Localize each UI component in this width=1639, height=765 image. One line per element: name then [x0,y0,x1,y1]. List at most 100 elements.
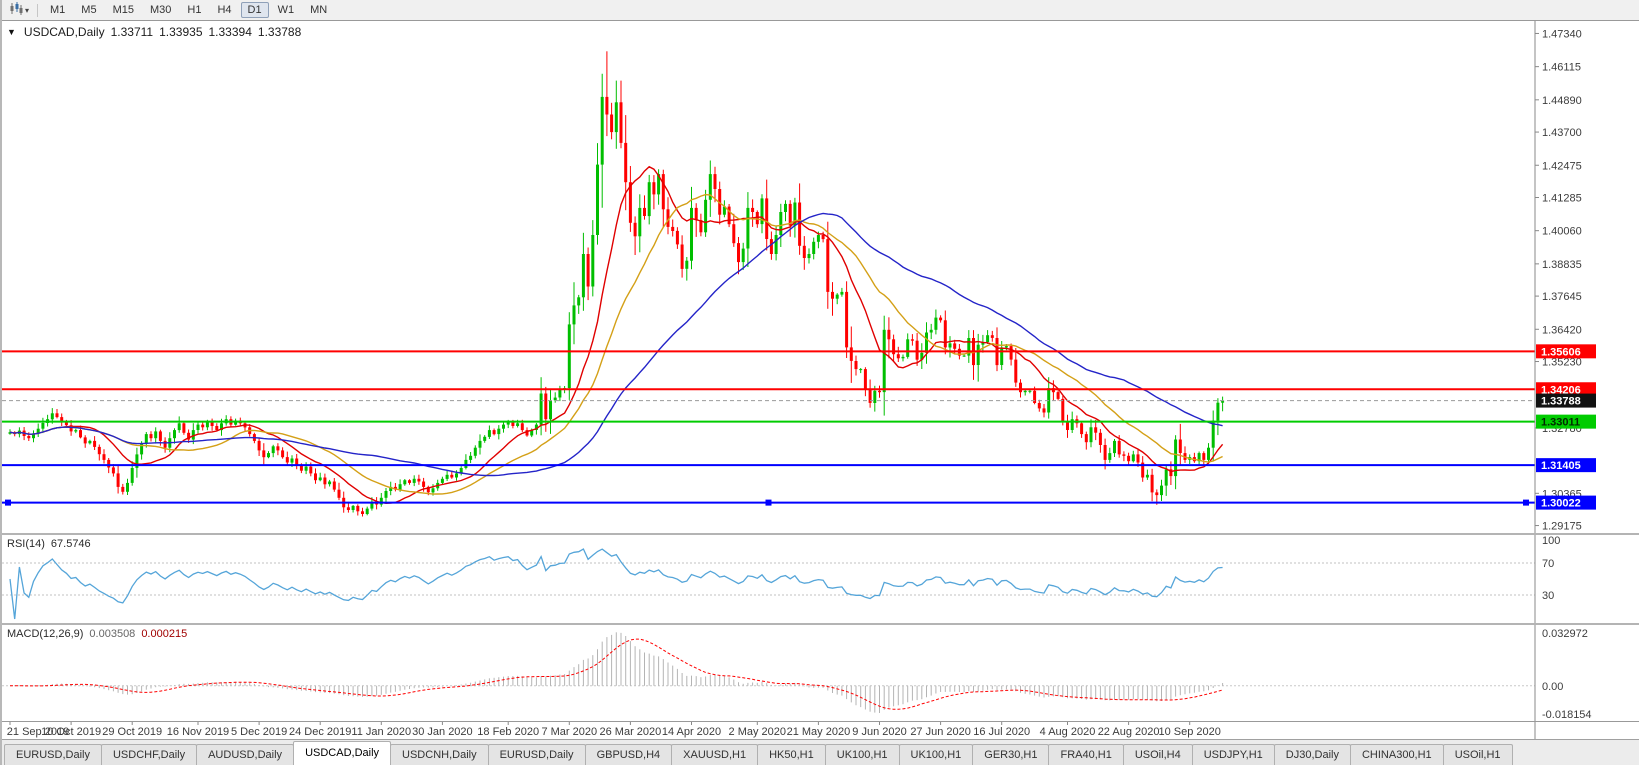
timeframe-button-mn[interactable]: MN [310,4,328,16]
svg-text:1.35606: 1.35606 [1541,346,1581,358]
price-badge-1.35606: 1.35606 [1536,344,1596,359]
date-label: 21 Sep 2019 [7,726,69,738]
chart-toolbar: ▾ M1 M5 M15 M30 H1 H4 D1 W1 MN [2,0,1639,20]
date-label: 22 Aug 2020 [1098,726,1160,738]
price-badge-1.31405: 1.31405 [1536,458,1596,473]
chart-tab-china300-h1[interactable]: CHINA300,H1 [1349,744,1444,765]
timeframe-button-h4[interactable]: H4 [217,4,232,16]
ohlc-close: 1.33788 [257,25,302,39]
timeframe-button-m30[interactable]: M30 [149,4,172,16]
candles[interactable] [8,51,1225,517]
timeframe-button-m15[interactable]: M15 [112,4,134,16]
chart-tab-fra40-h1[interactable]: FRA40,H1 [1048,744,1124,765]
macd-canvas[interactable]: 0.032972 0.00 -0.018154 [2,625,1639,721]
chart-tab-hk50-h1[interactable]: HK50,H1 [757,744,826,765]
chart-tab-dj30-daily[interactable]: DJ30,Daily [1273,744,1351,765]
symbol-period-label: USDCAD,Daily [23,25,105,39]
date-label: 26 Mar 2020 [600,726,662,738]
date-label: 18 Feb 2020 [477,726,539,738]
timeframe-button-d1[interactable]: D1 [240,2,269,18]
timeframe-button-h1[interactable]: H1 [187,4,202,16]
chart-tab-ger30-h1[interactable]: GER30,H1 [972,744,1050,765]
pane-splitter[interactable] [2,533,1639,535]
date-label: 27 Jun 2020 [910,726,971,738]
date-label: 7 Mar 2020 [541,726,597,738]
date-label: 10 Sep 2020 [1159,726,1221,738]
pane-splitter[interactable] [2,623,1639,625]
time-axis[interactable]: 21 Sep 2019 10 Oct 2019 29 Oct 2019 16 Nov … [2,721,1639,739]
svg-text:1.46115: 1.46115 [1542,62,1581,74]
chart-tab-bar: EURUSD,Daily USDCHF,Daily AUDUSD,Daily USDC… [2,739,1639,765]
rsi-tick: 100 [1542,535,1560,547]
rsi-indicator-pane[interactable]: 100 70 30 RSI(14) 67.5746 [2,535,1639,623]
chart-tab-uk100-h1[interactable]: UK100,H1 [898,744,974,765]
ohlc-low: 1.33394 [208,25,252,39]
chart-tab-gbpusd-h4[interactable]: GBPUSD,H4 [584,744,673,765]
date-label: 10 Oct 2019 [41,726,101,738]
chart-tab-usoil-h4[interactable]: USOil,H4 [1122,744,1193,765]
rsi-canvas[interactable]: 100 70 30 [2,535,1639,623]
macd-tick-bottom: -0.018154 [1542,709,1592,721]
chevron-down-icon: ▾ [25,5,30,15]
line-drag-handle[interactable] [765,499,772,506]
timeframe-button-w1[interactable]: W1 [277,4,295,16]
ma-mid-yellow [9,193,1223,495]
chart-tab-xauusd-h1[interactable]: XAUUSD,H1 [671,744,759,765]
one-click-trading-toggle-icon[interactable]: ▼ [7,27,16,37]
date-label: 9 Jun 2020 [852,726,906,738]
date-label: 21 May 2020 [787,726,851,738]
svg-text:1.44890: 1.44890 [1542,95,1582,107]
macd-label: MACD(12,26,9) 0.003508 0.000215 [7,628,187,640]
svg-text:1.40060: 1.40060 [1542,226,1582,238]
chart-tab-audusd-daily[interactable]: AUDUSD,Daily [196,744,295,765]
ohlc-open: 1.33711 [110,25,154,39]
chart-tab-usdcad-daily[interactable]: USDCAD,Daily [293,741,392,765]
macd-indicator-pane[interactable]: 0.032972 0.00 -0.018154 MACD(12,26,9) 0.00… [2,625,1639,721]
price-badge-1.30022: 1.30022 [1536,495,1596,510]
chart-tab-eurusd-daily[interactable]: EURUSD,Daily [4,744,102,765]
ohlc-high: 1.33935 [159,25,203,39]
rsi-value: 67.5746 [50,538,91,550]
chart-area: 1.47340 1.46115 1.44890 1.43700 1.42475 1.412… [2,20,1639,739]
price-badge-1.34206: 1.34206 [1536,382,1596,397]
svg-text:1.43700: 1.43700 [1542,127,1582,139]
macd-main-value: 0.003508 [89,628,136,640]
date-label: 5 Dec 2019 [231,726,287,738]
macd-tick-zero: 0.00 [1542,681,1563,693]
chart-tab-usoil-h1[interactable]: USOil,H1 [1442,744,1513,765]
chart-tab-uk100-h1[interactable]: UK100,H1 [824,744,900,765]
svg-text:1.34206: 1.34206 [1541,384,1581,396]
macd-histogram [9,632,1224,713]
chart-tab-usdcnh-daily[interactable]: USDCNH,Daily [390,744,489,765]
price-badge-1.33011: 1.33011 [1536,414,1596,429]
chart-tab-eurusd-daily[interactable]: EURUSD,Daily [487,744,586,765]
toolbar-separator [37,3,39,17]
chart-tab-usdjpy-h1[interactable]: USDJPY,H1 [1191,744,1275,765]
svg-text:1.29175: 1.29175 [1542,521,1582,533]
svg-text:1.47340: 1.47340 [1542,28,1582,40]
timeframe-button-m5[interactable]: M5 [81,4,97,16]
chart-type-button[interactable]: ▾ [5,1,33,19]
svg-text:1.41285: 1.41285 [1542,192,1582,204]
date-label: 29 Oct 2019 [102,726,162,738]
chart-tab-usdchf-daily[interactable]: USDCHF,Daily [100,744,198,765]
svg-text:1.33011: 1.33011 [1541,417,1580,429]
svg-text:1.38835: 1.38835 [1542,259,1582,271]
price-chart-canvas[interactable]: 1.47340 1.46115 1.44890 1.43700 1.42475 1.412… [2,21,1639,533]
macd-signal-line [10,638,1223,710]
current-price-badge: 1.33788 [1536,393,1596,408]
line-drag-handle[interactable] [1523,499,1529,506]
timeframe-button-m1[interactable]: M1 [50,4,66,16]
date-label: 16 Nov 2019 [167,726,229,738]
line-drag-handle[interactable] [5,499,11,506]
rsi-line [9,548,1223,620]
chart-info-line: ▼ USDCAD,Daily 1.33711 1.33935 1.33394 1… [7,25,301,39]
svg-text:1.33788: 1.33788 [1541,396,1581,408]
date-label: 16 Jul 2020 [973,726,1030,738]
price-chart-pane[interactable]: 1.47340 1.46115 1.44890 1.43700 1.42475 1.412… [2,21,1639,533]
rsi-label: RSI(14) 67.5746 [7,538,91,550]
candlestick-chart-icon [9,2,23,18]
svg-text:1.35230: 1.35230 [1542,357,1582,369]
svg-text:1.30022: 1.30022 [1541,498,1581,510]
